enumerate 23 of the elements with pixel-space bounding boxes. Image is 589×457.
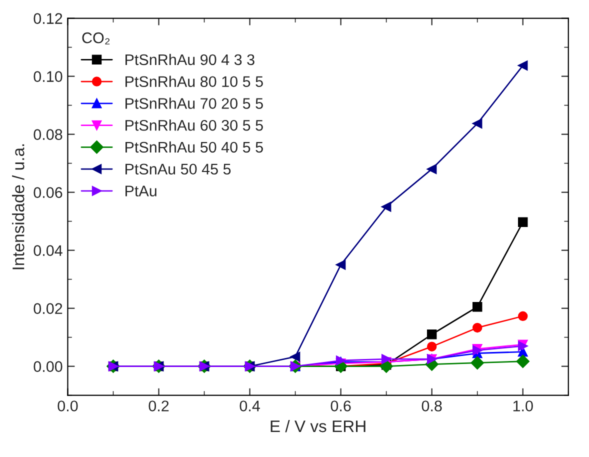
x-tick-label: 0.8: [422, 400, 442, 412]
y-tick-label: 0.08: [34, 129, 62, 140]
legend-label: PtSnRhAu 70 20 5 5: [126, 98, 263, 109]
x-tick-label: 0.2: [148, 400, 169, 412]
x-tick-label: 0.0: [58, 400, 78, 412]
y-tick-label: 0.06: [34, 187, 62, 198]
x-tick-label: 0.4: [240, 400, 260, 412]
y-axis-title: Intensidade / u.a.: [12, 144, 24, 270]
x-tick-label: 1.0: [513, 400, 533, 412]
legend-label: PtSnAu 50 45 5: [126, 164, 231, 175]
x-tick-label: 0.6: [330, 400, 351, 412]
y-tick-label: 0.12: [34, 13, 62, 24]
legend-label: PtSnRhAu 50 40 5 5: [126, 141, 263, 153]
y-tick-label: 0.10: [34, 71, 62, 82]
legend-label: PtAu: [126, 186, 156, 196]
x-axis-title: E / V vs ERH: [270, 420, 366, 432]
legend-title: CO₂: [82, 32, 110, 44]
legend-label: PtSnRhAu 80 10 5 5: [126, 76, 263, 88]
legend-label: PtSnRhAu 90 4 3 3: [126, 54, 254, 66]
y-tick-label: 0.00: [34, 361, 62, 372]
y-tick-label: 0.02: [34, 303, 62, 314]
legend-label: PtSnRhAu 60 30 5 5: [126, 120, 263, 131]
y-tick-label: 0.04: [34, 245, 62, 256]
